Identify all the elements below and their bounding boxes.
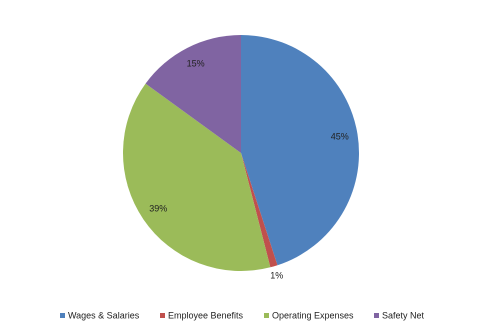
slice-label: 39% bbox=[149, 204, 167, 214]
legend-swatch bbox=[374, 313, 379, 318]
pie-slice bbox=[241, 35, 359, 266]
pie-slice bbox=[122, 83, 271, 272]
legend-label: Wages & Salaries bbox=[68, 310, 140, 320]
legend-label: Safety Net bbox=[382, 310, 425, 320]
slice-label: 1% bbox=[270, 270, 283, 280]
slice-label: 45% bbox=[331, 132, 349, 142]
legend-swatch bbox=[264, 313, 269, 318]
legend-label: Employee Benefits bbox=[168, 310, 244, 320]
legend-label: Operating Expenses bbox=[272, 310, 354, 320]
slice-label: 15% bbox=[187, 58, 205, 68]
pie-slice bbox=[241, 153, 278, 268]
legend-swatch bbox=[160, 313, 165, 318]
pie-slice bbox=[145, 35, 241, 153]
legend-swatch bbox=[60, 313, 65, 318]
